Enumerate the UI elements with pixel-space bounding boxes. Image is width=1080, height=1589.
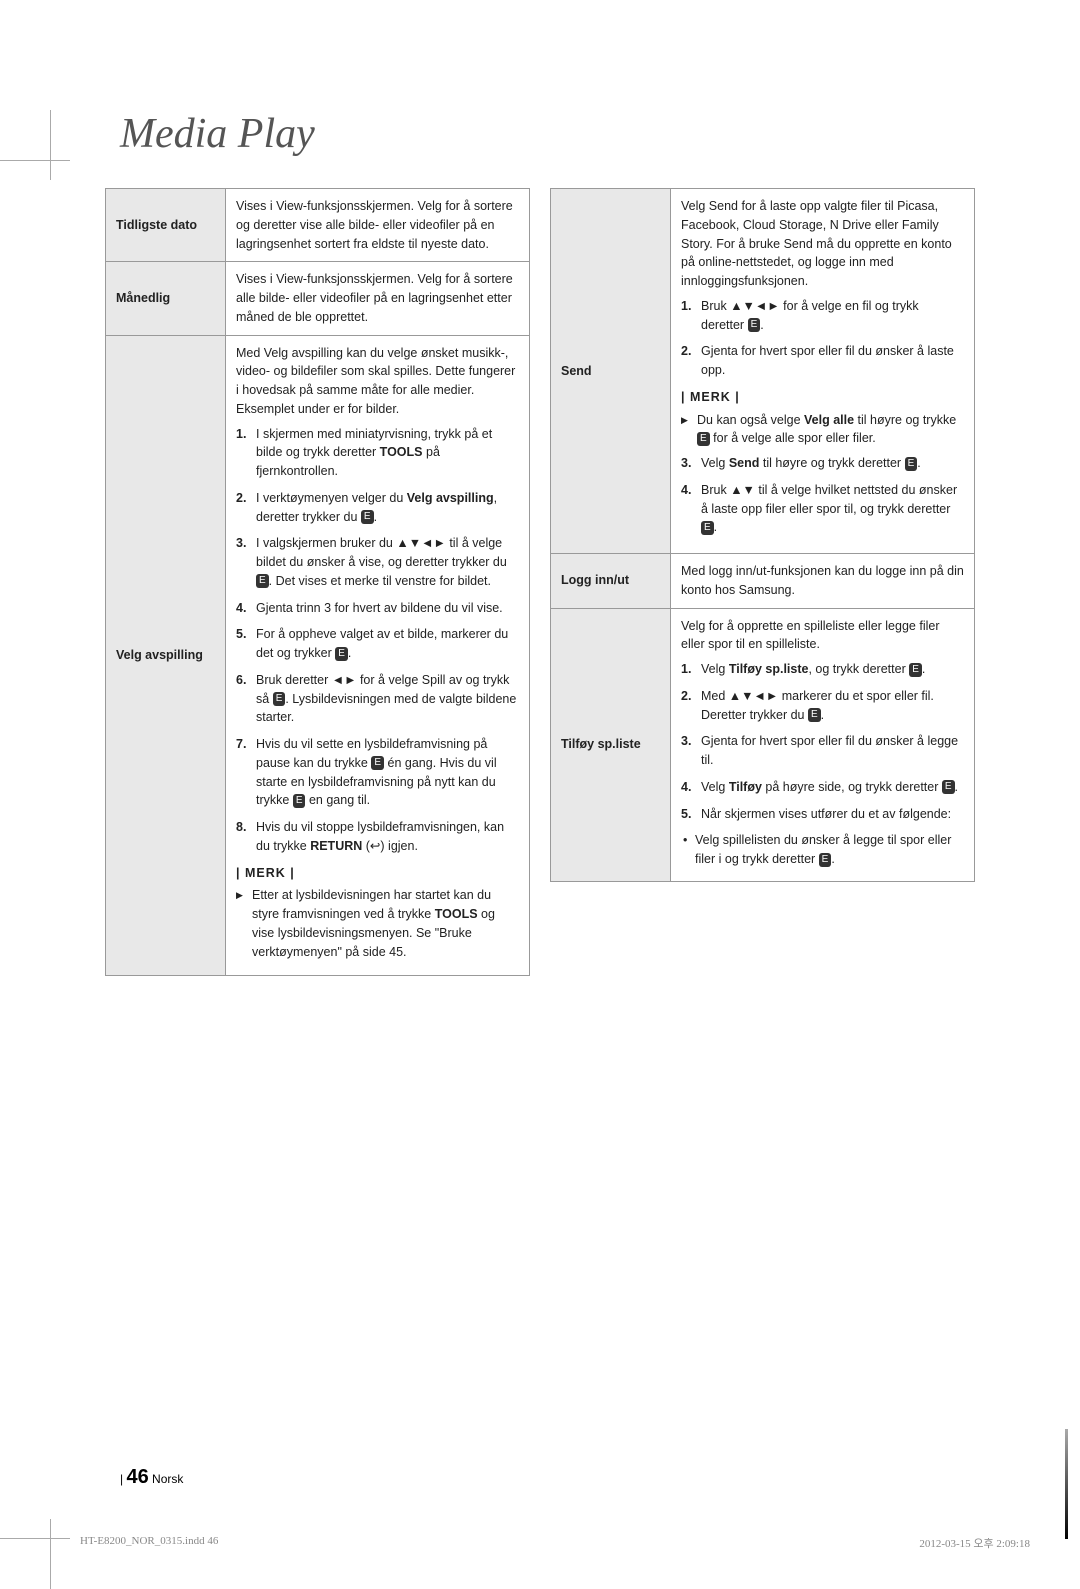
steps-list: Velg Tilføy sp.liste, og trykk deretter … (681, 660, 964, 823)
enter-icon: E (256, 574, 269, 588)
note-label: | MERK | (681, 388, 964, 407)
crop-mark (0, 160, 70, 161)
note-item: Etter at lysbildevisningen har startet k… (236, 886, 519, 961)
row-label: Tilføy sp.liste (551, 608, 671, 881)
step-item: Gjenta for hvert spor eller fil du ønske… (681, 732, 964, 770)
crop-mark (0, 1538, 70, 1539)
page-title: Media Play (120, 110, 1080, 158)
enter-icon: E (819, 853, 832, 867)
step-item: Bruk ▲▼ til å velge hvilket nettsted du … (681, 481, 964, 537)
enter-icon: E (701, 521, 714, 535)
enter-icon: E (697, 432, 710, 446)
row-label: Tidligste dato (106, 189, 226, 262)
row-description: Vises i View-funksjonsskjermen. Velg for… (226, 262, 530, 335)
step-item: Hvis du vil stoppe lysbildeframvisningen… (236, 818, 519, 856)
row-description: Vises i View-funksjonsskjermen. Velg for… (226, 189, 530, 262)
table-row: Logg inn/ut Med logg inn/ut-funksjonen k… (551, 554, 975, 609)
note-label: | MERK | (236, 864, 519, 883)
enter-icon: E (361, 510, 374, 524)
step-item: Velg Tilføy på høyre side, og trykk dere… (681, 778, 964, 797)
enter-icon: E (905, 457, 918, 471)
row-description: Med logg inn/ut-funksjonen kan du logge … (671, 554, 975, 609)
step-item: I valgskjermen bruker du ▲▼◄► til å velg… (236, 534, 519, 590)
left-function-table: Tidligste dato Vises i View-funksjonsskj… (105, 188, 530, 976)
intro-text: Velg for å opprette en spilleliste eller… (681, 617, 964, 655)
enter-icon: E (808, 708, 821, 722)
step-item: Når skjermen vises utfører du et av følg… (681, 805, 964, 824)
steps-list-continued: Velg Send til høyre og trykk deretter E.… (681, 454, 964, 537)
step-item: Gjenta for hvert spor eller fil du ønske… (681, 342, 964, 380)
table-row: Tilføy sp.liste Velg for å opprette en s… (551, 608, 975, 881)
row-description: Velg Send for å laste opp valgte filer t… (671, 189, 975, 554)
row-label: Send (551, 189, 671, 554)
note-item: Du kan også velge Velg alle til høyre og… (681, 411, 964, 449)
enter-icon: E (293, 794, 306, 808)
steps-list: I skjermen med miniatyrvisning, trykk på… (236, 425, 519, 856)
row-description: Velg for å opprette en spilleliste eller… (671, 608, 975, 881)
crop-mark (50, 1519, 51, 1589)
table-row: Velg avspilling Med Velg avspilling kan … (106, 335, 530, 976)
enter-icon: E (748, 318, 761, 332)
row-description: Med Velg avspilling kan du velge ønsket … (226, 335, 530, 976)
enter-icon: E (335, 647, 348, 661)
intro-text: Velg Send for å laste opp valgte filer t… (681, 197, 964, 291)
step-item: Med ▲▼◄► markerer du et spor eller fil. … (681, 687, 964, 725)
step-item: Bruk ▲▼◄► for å velge en fil og trykk de… (681, 297, 964, 335)
right-function-table: Send Velg Send for å laste opp valgte fi… (550, 188, 975, 882)
step-item: Hvis du vil sette en lysbildeframvisning… (236, 735, 519, 810)
table-row: Månedlig Vises i View-funksjonsskjermen.… (106, 262, 530, 335)
content-area: Tidligste dato Vises i View-funksjonsskj… (0, 188, 1080, 976)
crop-mark (50, 110, 51, 180)
row-label: Logg inn/ut (551, 554, 671, 609)
row-label: Velg avspilling (106, 335, 226, 976)
step-item: I skjermen med miniatyrvisning, trykk på… (236, 425, 519, 481)
enter-icon: E (371, 756, 384, 770)
intro-text: Vises i View-funksjonsskjermen. Velg for… (236, 270, 519, 326)
row-label: Månedlig (106, 262, 226, 335)
step-item: Bruk deretter ◄► for å velge Spill av og… (236, 671, 519, 727)
print-file: HT-E8200_NOR_0315.indd 46 (80, 1535, 218, 1551)
print-footer: HT-E8200_NOR_0315.indd 46 2012-03-15 오후 … (80, 1535, 1030, 1551)
page-number: 46 (126, 1466, 148, 1488)
step-item: Gjenta trinn 3 for hvert av bildene du v… (236, 599, 519, 618)
intro-text: Vises i View-funksjonsskjermen. Velg for… (236, 197, 519, 253)
step-item: I verktøymenyen velger du Velg avspillin… (236, 489, 519, 527)
enter-icon: E (273, 692, 286, 706)
step-item: Velg Tilføy sp.liste, og trykk deretter … (681, 660, 964, 679)
page-language: Norsk (152, 1472, 183, 1486)
page-footer: | 46 Norsk (120, 1466, 183, 1489)
color-calibration-bar (1065, 1429, 1068, 1539)
step-item: Velg Send til høyre og trykk deretter E. (681, 454, 964, 473)
enter-icon: E (942, 780, 955, 794)
return-icon: ↩ (370, 839, 380, 853)
print-timestamp: 2012-03-15 오후 2:09:18 (919, 1535, 1030, 1551)
bullet-item: Velg spillelisten du ønsker å legge til … (681, 831, 964, 869)
intro-text: Med logg inn/ut-funksjonen kan du logge … (681, 562, 964, 600)
right-column: Send Velg Send for å laste opp valgte fi… (550, 188, 975, 976)
enter-icon: E (909, 663, 922, 677)
table-row: Send Velg Send for å laste opp valgte fi… (551, 189, 975, 554)
table-row: Tidligste dato Vises i View-funksjonsskj… (106, 189, 530, 262)
steps-list: Bruk ▲▼◄► for å velge en fil og trykk de… (681, 297, 964, 380)
intro-text: Med Velg avspilling kan du velge ønsket … (236, 344, 519, 419)
left-column: Tidligste dato Vises i View-funksjonsskj… (105, 188, 530, 976)
step-item: For å oppheve valget av et bilde, marker… (236, 625, 519, 663)
